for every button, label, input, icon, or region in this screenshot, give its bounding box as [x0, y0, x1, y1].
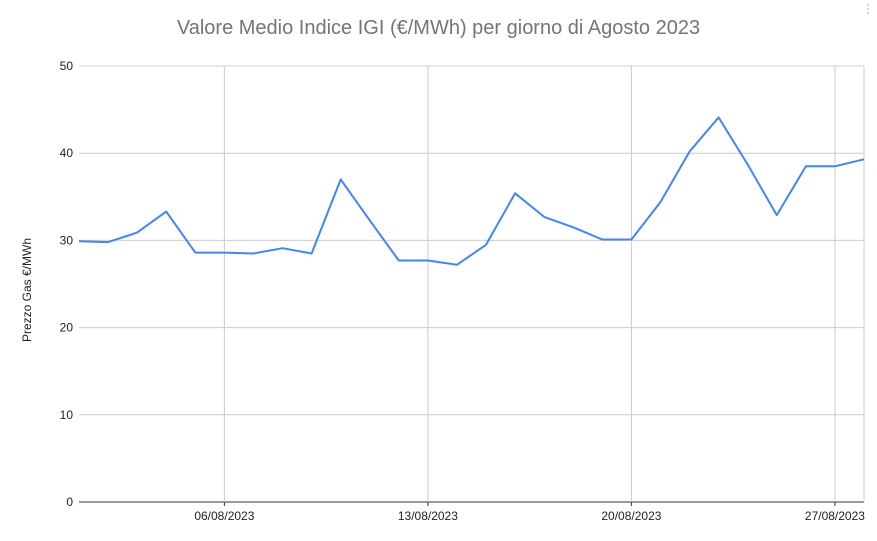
y-tick-labels: 0 10 20 30 40 50 [60, 59, 74, 509]
x-tick-label: 06/08/2023 [194, 509, 254, 523]
series-group [78, 116, 865, 266]
chart-menu-icon[interactable] [865, 4, 871, 18]
x-tick-label: 27/08/2023 [805, 509, 865, 523]
y-tick-label: 30 [60, 233, 74, 247]
x-tick-label: 13/08/2023 [398, 509, 458, 523]
y-tick-label: 40 [60, 146, 74, 160]
y-tick-label: 50 [60, 59, 74, 73]
x-tick-label: 20/08/2023 [601, 509, 661, 523]
x-gridlines [223, 66, 865, 506]
y-tick-label: 20 [60, 321, 74, 335]
chart-title: Valore Medio Indice IGI (€/MWh) per gior… [176, 17, 701, 39]
y-tick-label: 0 [66, 495, 73, 509]
y-gridlines [79, 65, 864, 503]
x-tick-labels: 06/08/2023 13/08/2023 20/08/2023 27/08/2023 [194, 509, 865, 523]
series-line [78, 116, 865, 266]
y-tick-label: 10 [60, 408, 74, 422]
